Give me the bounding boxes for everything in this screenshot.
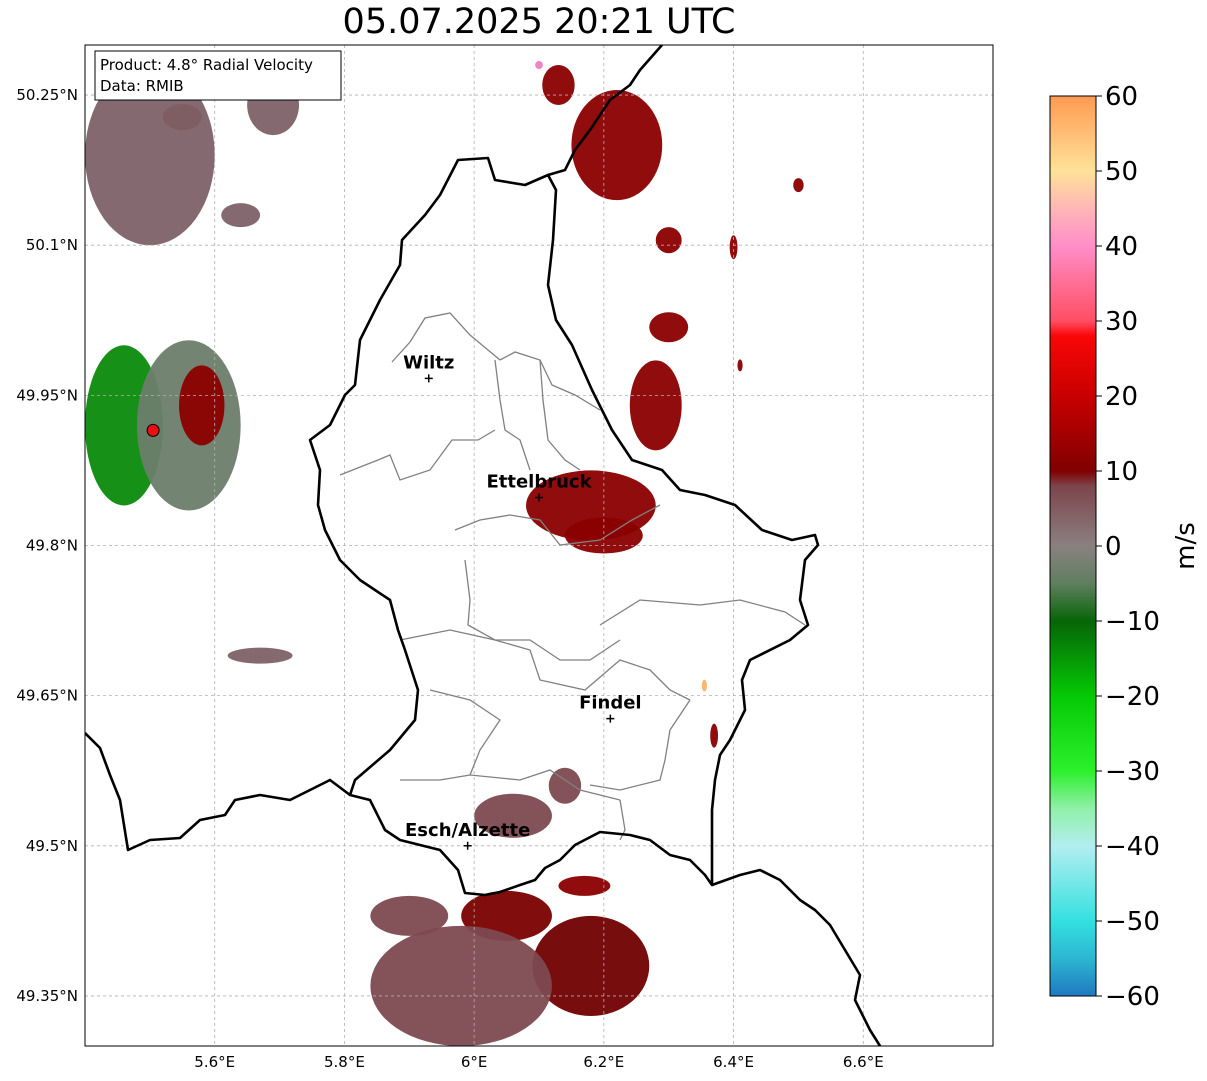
echo-cell-15	[474, 793, 552, 838]
info-box: Product: 4.8° Radial Velocity Data: RMIB	[94, 50, 342, 101]
colorbar-tick-label: 0	[1105, 532, 1122, 562]
echo-cell-3	[729, 235, 738, 260]
echo-cell-16	[548, 767, 582, 804]
luxembourg-border	[308, 156, 820, 897]
echo-cell-9	[737, 359, 743, 372]
city-wiltz: Wiltz	[403, 352, 454, 383]
country-borders	[85, 45, 882, 1046]
echo-cell-8	[793, 178, 804, 193]
city-marker-icon	[606, 714, 615, 723]
city-marker-icon	[463, 841, 472, 850]
echo-cell-27	[179, 365, 225, 446]
echo-cell-10	[710, 723, 719, 748]
lat-tick-label: 50.25°N	[16, 86, 78, 104]
colorbar-tick-label: 60	[1105, 82, 1138, 112]
map-title: 05.07.2025 20:21 UTC	[342, 2, 736, 42]
city-marker-icon	[535, 493, 543, 502]
colorbar-tick-label: 50	[1105, 157, 1138, 187]
lat-tick-label: 50.1°N	[26, 236, 78, 254]
colorbar-tick-label: −20	[1105, 682, 1160, 712]
colorbar-tick-label: 30	[1105, 307, 1138, 337]
echo-cell-5	[629, 360, 682, 451]
colorbar-tick-label: 10	[1105, 457, 1138, 487]
city-ettelbruck: Ettelbruck	[486, 471, 593, 502]
colorbar-tick-label: 40	[1105, 232, 1138, 262]
axis-tick-labels: 5.6°E 5.8°E 6°E 6.2°E 6.4°E 6.6°E 50.25°N 50.1°…	[16, 86, 883, 1071]
lat-tick-label: 49.65°N	[16, 687, 78, 705]
echo-cell-17	[370, 925, 552, 1046]
city-markers: Wiltz Ettelbruck Findel Esch/Alzette	[403, 352, 642, 850]
lat-tick-label: 49.95°N	[16, 386, 78, 404]
echo-cell-13	[532, 915, 650, 1016]
echo-cell-2	[655, 227, 682, 254]
colorbar-ticks: 60 50 40 30 20 10 0 −10 −20 −30 −40 −50 −60	[1096, 82, 1160, 1012]
echo-cell-1	[542, 65, 575, 106]
info-data-source: Data: RMIB	[100, 77, 184, 95]
city-findel: Findel	[579, 693, 642, 723]
colorbar-tick-label: 20	[1105, 382, 1138, 412]
plot-area: Wiltz Ettelbruck Findel Esch/Alzette	[85, 45, 993, 1046]
echo-cell-20	[221, 203, 261, 228]
lon-tick-label: 6°E	[461, 1053, 488, 1071]
lon-tick-label: 6.4°E	[713, 1053, 754, 1071]
france-germany-border	[711, 868, 882, 1046]
echo-cell-19	[85, 65, 215, 246]
info-product: Product: 4.8° Radial Velocity	[100, 56, 313, 74]
echo-cell-18	[370, 895, 449, 936]
echo-cell-12	[558, 875, 611, 896]
city-label: Ettelbruck	[486, 471, 592, 492]
city-label: Findel	[579, 693, 642, 714]
lon-tick-label: 5.6°E	[194, 1053, 235, 1071]
colorbar-tick-label: −30	[1105, 757, 1160, 787]
colorbar-gradient	[1049, 95, 1097, 997]
belgium-france-border	[85, 732, 351, 852]
city-esch-alzette: Esch/Alzette	[405, 820, 530, 850]
colorbar-tick-label: −40	[1105, 832, 1160, 862]
colorbar-tick-label: −10	[1105, 607, 1160, 637]
lon-tick-label: 6.6°E	[843, 1053, 884, 1071]
plot-frame	[84, 44, 994, 1047]
echo-cell-24	[535, 61, 543, 70]
city-marker-icon	[424, 374, 433, 383]
lat-tick-label: 49.35°N	[16, 987, 78, 1005]
city-label: Wiltz	[403, 352, 454, 373]
echo-cell-23	[701, 679, 707, 692]
echo-cell-4	[649, 312, 689, 343]
radar-site-marker	[146, 423, 160, 437]
colorbar-tick-label: −60	[1105, 982, 1160, 1012]
lon-tick-label: 5.8°E	[324, 1053, 365, 1071]
echo-cell-22	[227, 647, 293, 664]
lon-tick-label: 6.2°E	[583, 1053, 624, 1071]
germany-border-north	[547, 45, 663, 177]
colorbar-unit-label: m/s	[1171, 522, 1201, 570]
city-label: Esch/Alzette	[405, 820, 530, 841]
canton-boundaries	[339, 312, 806, 841]
echo-cell-0	[571, 90, 663, 201]
echo-cell-7	[564, 517, 643, 554]
colorbar: 60 50 40 30 20 10 0 −10 −20 −30 −40 −50 −60 m/s	[1049, 82, 1201, 1012]
lat-tick-label: 49.8°N	[26, 537, 78, 555]
lat-tick-label: 49.5°N	[26, 837, 78, 855]
colorbar-tick-label: −50	[1105, 907, 1160, 937]
